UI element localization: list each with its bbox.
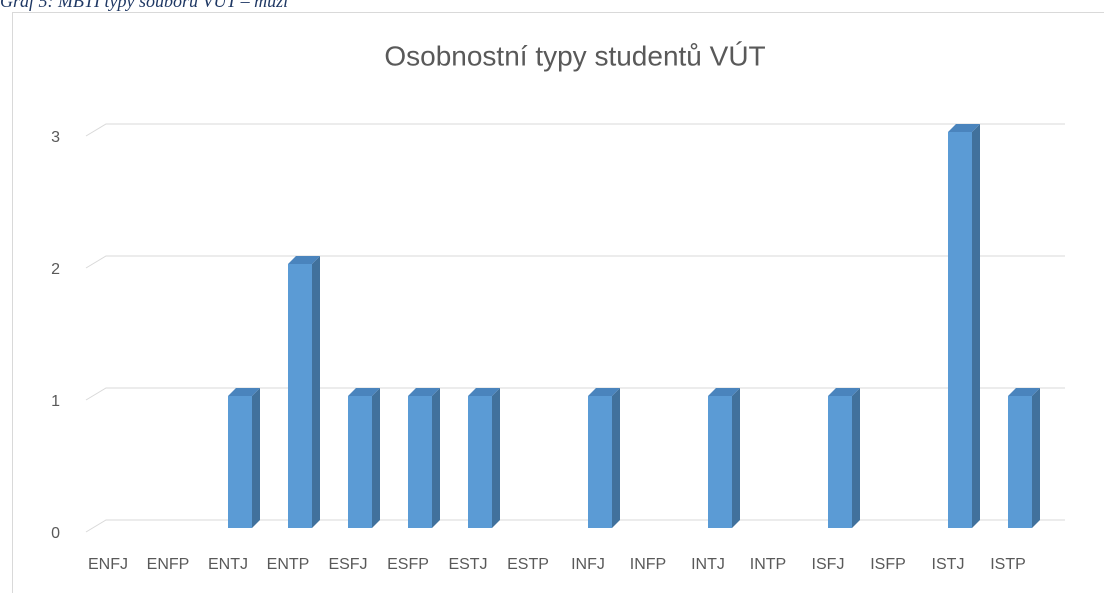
y-tick-label: 0 (51, 525, 60, 542)
x-tick-label: ESTJ (448, 556, 487, 573)
x-tick-label: INFJ (571, 556, 605, 573)
x-tick-label: INTP (750, 556, 786, 573)
bar (828, 396, 852, 528)
bar (588, 396, 612, 528)
x-tick-label: ENFJ (88, 556, 128, 573)
bar-top (708, 388, 740, 396)
x-tick-label: ESFP (387, 556, 429, 573)
chart-frame (12, 12, 1104, 593)
bar-top (228, 388, 260, 396)
x-tick-label: ENTJ (208, 556, 248, 573)
bar-top (948, 124, 980, 132)
x-tick-label: ISFP (870, 556, 906, 573)
x-tick-label: ISTJ (932, 556, 965, 573)
grid-line (85, 255, 1065, 269)
grid-line (85, 519, 1065, 533)
bar (468, 396, 492, 528)
y-tick-label: 3 (51, 129, 60, 146)
x-tick-label: ESFJ (328, 556, 367, 573)
bar-side (1032, 388, 1040, 528)
grid-line (85, 123, 1065, 137)
bar-side (492, 388, 500, 528)
bar-side (972, 124, 980, 528)
bar-side (432, 388, 440, 528)
bar-side (612, 388, 620, 528)
caption: Graf 5: MBTI typy souboru VUT – muži (0, 0, 288, 11)
bar-side (852, 388, 860, 528)
x-tick-label: ENFP (147, 556, 190, 573)
bar-top (588, 388, 620, 396)
x-tick-label: ENTP (267, 556, 310, 573)
bar (408, 396, 432, 528)
bar-top (348, 388, 380, 396)
bar (708, 396, 732, 528)
x-tick-label: ISTP (990, 556, 1026, 573)
x-tick-label: ESTP (507, 556, 549, 573)
bar (1008, 396, 1032, 528)
bar-top (288, 256, 320, 264)
bar-top (828, 388, 860, 396)
bar (228, 396, 252, 528)
bar (288, 264, 312, 528)
bar (948, 132, 972, 528)
x-tick-label: INFP (630, 556, 666, 573)
bar-top (1008, 388, 1040, 396)
x-tick-label: INTJ (691, 556, 725, 573)
x-tick-label: ISFJ (812, 556, 845, 573)
bar-top (468, 388, 500, 396)
grid-line (85, 387, 1065, 401)
bar-side (372, 388, 380, 528)
bar-side (312, 256, 320, 528)
bar-top (408, 388, 440, 396)
bar (348, 396, 372, 528)
y-tick-label: 2 (51, 261, 60, 278)
chart-title: Osobnostní typy studentů VÚT (384, 40, 765, 71)
bar-side (252, 388, 260, 528)
y-tick-label: 1 (51, 393, 60, 410)
bar-side (732, 388, 740, 528)
